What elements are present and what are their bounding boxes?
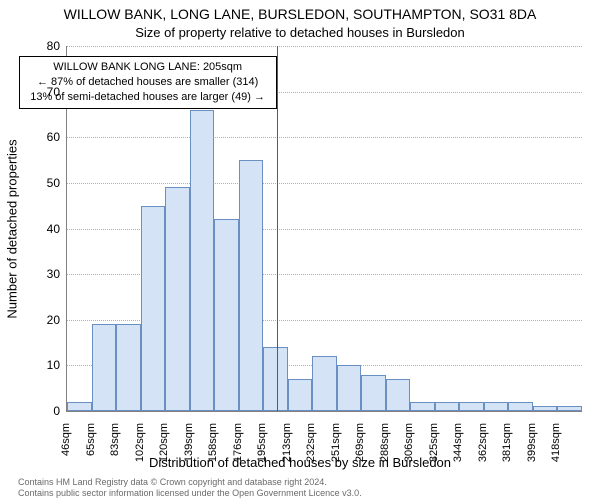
histogram-bar <box>361 375 386 412</box>
x-tick-label: 362sqm <box>477 423 489 473</box>
annotation-box: WILLOW BANK LONG LANE: 205sqm← 87% of de… <box>19 56 277 109</box>
histogram-bar <box>312 356 337 411</box>
footer-line-2: Contains public sector information licen… <box>18 488 362 498</box>
histogram-bar <box>165 187 190 411</box>
x-tick-label: 306sqm <box>403 423 415 473</box>
histogram-bar <box>141 206 166 411</box>
x-tick-label: 232sqm <box>305 423 317 473</box>
y-axis-label: Number of detached properties <box>5 139 20 318</box>
footer-line-1: Contains HM Land Registry data © Crown c… <box>18 477 362 487</box>
histogram-bar <box>92 324 117 411</box>
x-tick-label: 65sqm <box>85 423 97 473</box>
histogram-bar <box>435 402 460 411</box>
chart-subtitle: Size of property relative to detached ho… <box>0 25 600 40</box>
histogram-plot: WILLOW BANK LONG LANE: 205sqm← 87% of de… <box>66 46 582 412</box>
y-tick-label: 0 <box>30 404 60 418</box>
y-tick-label: 10 <box>30 358 60 372</box>
x-tick-label: 269sqm <box>354 423 366 473</box>
gridline <box>67 46 582 47</box>
x-tick-label: 195sqm <box>256 423 268 473</box>
x-tick-label: 83sqm <box>109 423 121 473</box>
histogram-bar <box>508 402 533 411</box>
histogram-bar <box>459 402 484 411</box>
annotation-line-3: 13% of semi-detached houses are larger (… <box>26 90 270 105</box>
x-tick-label: 251sqm <box>330 423 342 473</box>
chart-title-address: WILLOW BANK, LONG LANE, BURSLEDON, SOUTH… <box>0 6 600 22</box>
histogram-bar <box>116 324 141 411</box>
x-tick-label: 418sqm <box>550 423 562 473</box>
histogram-bar <box>67 402 92 411</box>
gridline <box>67 137 582 138</box>
histogram-bar <box>484 402 509 411</box>
x-tick-label: 102sqm <box>134 423 146 473</box>
y-tick-label: 50 <box>30 176 60 190</box>
x-tick-label: 158sqm <box>207 423 219 473</box>
histogram-bar <box>190 110 215 411</box>
x-tick-label: 381sqm <box>501 423 513 473</box>
y-tick-label: 80 <box>30 39 60 53</box>
histogram-bar <box>214 219 239 411</box>
histogram-bar <box>557 406 582 411</box>
x-tick-label: 139sqm <box>183 423 195 473</box>
histogram-bar <box>263 347 288 411</box>
histogram-bar <box>386 379 411 411</box>
x-tick-label: 344sqm <box>452 423 464 473</box>
gridline <box>67 183 582 184</box>
y-tick-label: 60 <box>30 130 60 144</box>
x-tick-label: 176sqm <box>232 423 244 473</box>
histogram-bar <box>410 402 435 411</box>
x-tick-label: 46sqm <box>60 423 72 473</box>
x-tick-label: 213sqm <box>281 423 293 473</box>
x-tick-label: 288sqm <box>379 423 391 473</box>
histogram-bar <box>239 160 264 411</box>
x-tick-label: 325sqm <box>428 423 440 473</box>
y-tick-label: 30 <box>30 267 60 281</box>
attribution-footer: Contains HM Land Registry data © Crown c… <box>18 477 362 498</box>
reference-line <box>277 46 278 411</box>
annotation-line-2: ← 87% of detached houses are smaller (31… <box>26 75 270 90</box>
histogram-bar <box>533 406 558 411</box>
x-tick-label: 120sqm <box>158 423 170 473</box>
y-tick-label: 20 <box>30 313 60 327</box>
annotation-line-1: WILLOW BANK LONG LANE: 205sqm <box>26 60 270 75</box>
y-tick-label: 40 <box>30 222 60 236</box>
y-tick-label: 70 <box>30 85 60 99</box>
x-tick-label: 399sqm <box>526 423 538 473</box>
histogram-bar <box>288 379 313 411</box>
histogram-bar <box>337 365 362 411</box>
